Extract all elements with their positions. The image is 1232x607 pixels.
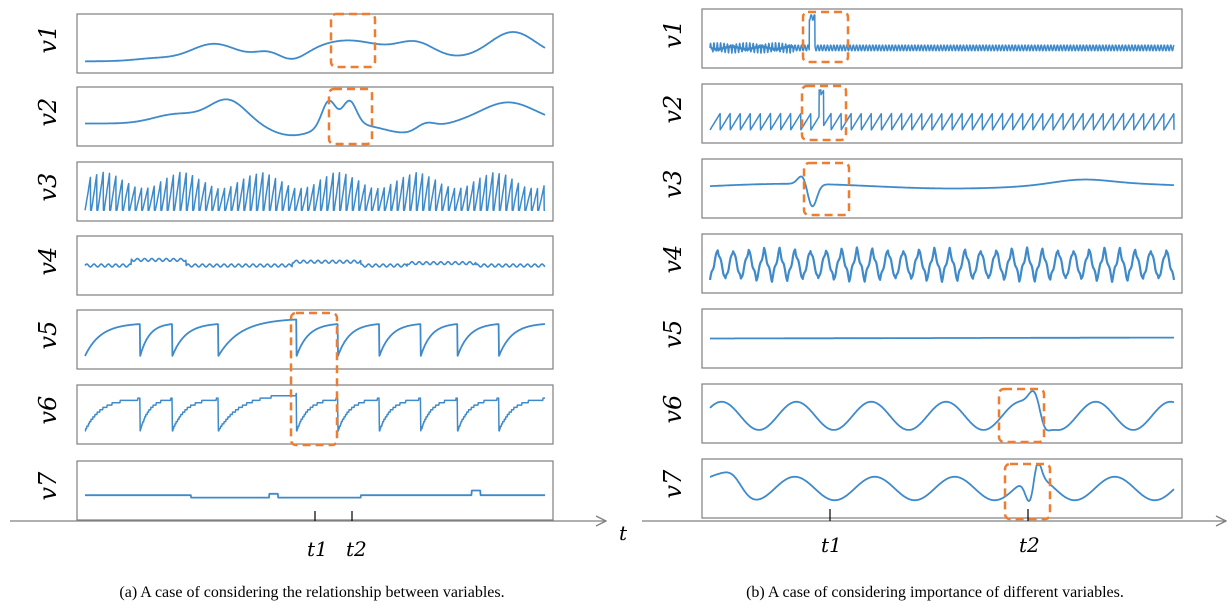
variable-label-v6: v6 [659, 395, 687, 424]
series-line-v6 [709, 390, 1175, 432]
panel-b-row-v7: v7 [659, 458, 1183, 521]
variable-label-v4: v4 [34, 247, 62, 276]
panel-b-variables: v1 v2 v3 v4 v5 v6 v7 [659, 8, 1183, 521]
series-line-v7 [84, 489, 546, 499]
panel-b-row-v4: v4 [659, 233, 1183, 294]
variable-label-v4: v4 [659, 245, 687, 274]
variable-label-v3: v3 [34, 173, 62, 202]
panel-b-row-v5: v5 [659, 308, 1183, 369]
anomaly-highlight [329, 12, 377, 69]
panel-b: v1 v2 v3 v4 v5 v6 v7 t1 t2 (b) A case of consi… [642, 8, 1226, 601]
anomaly-highlight [1003, 462, 1052, 521]
panel-b-row-v1: v1 [659, 8, 1183, 69]
panel-a-t2-label: t2 [346, 537, 367, 561]
time-axis-label: t [619, 521, 628, 545]
panel-a: v1 v2 v3 v4 v5 v6 v7 t1 t2 (a) A case of consi… [10, 12, 606, 601]
series-frame [76, 235, 554, 296]
anomaly-highlight [802, 161, 851, 217]
panel-a-row-v3: v3 [34, 161, 554, 222]
series-frame [701, 383, 1183, 444]
series-line-v2 [709, 89, 1175, 131]
panel-a-row-v1: v1 [34, 12, 554, 74]
panel-b-t2-label: t2 [1019, 533, 1040, 557]
panel-a-row-v6: v6 [34, 311, 554, 447]
variable-label-v1: v1 [34, 25, 62, 54]
anomaly-highlight [801, 10, 850, 64]
panel-a-row-v4: v4 [34, 235, 554, 296]
panel-a-variables: v1 v2 v3 v4 v5 v6 v7 [34, 12, 554, 521]
anomaly-highlight [800, 84, 848, 142]
series-frame [76, 384, 554, 445]
panel-b-row-v2: v2 [659, 83, 1183, 144]
variable-label-v6: v6 [34, 396, 62, 425]
variable-label-v2: v2 [659, 95, 687, 124]
series-frame [76, 13, 554, 74]
series-frame [701, 458, 1183, 519]
series-line-v7 [709, 464, 1175, 502]
series-line-v4 [708, 246, 1176, 283]
series-frame [701, 8, 1183, 69]
anomaly-highlight [327, 87, 374, 146]
variable-label-v2: v2 [34, 98, 62, 127]
variable-label-v7: v7 [34, 471, 62, 501]
panel-b-row-v6: v6 [659, 383, 1183, 444]
variable-label-v5: v5 [34, 321, 62, 350]
panel-a-row-v7: v7 [34, 460, 554, 521]
series-line-v6 [84, 392, 546, 432]
panel-a-t1-label: t1 [307, 537, 328, 561]
panel-b-row-v3: v3 [659, 158, 1183, 219]
variable-label-v3: v3 [659, 170, 687, 199]
anomaly-highlight [997, 387, 1046, 444]
series-line-v5 [709, 336, 1175, 340]
panel-a-row-v2: v2 [34, 86, 554, 147]
series-line-v4 [84, 257, 546, 268]
series-line-v1 [709, 14, 1175, 54]
series-frame [76, 86, 554, 147]
variable-label-v7: v7 [659, 469, 687, 499]
panel-b-caption: (b) A case of considering importance of … [746, 584, 1124, 601]
variable-label-v5: v5 [659, 320, 687, 349]
panel-b-t1-label: t1 [821, 533, 842, 557]
panel-a-row-v5: v5 [34, 309, 554, 370]
panel-a-caption: (a) A case of considering the relationsh… [119, 584, 504, 601]
series-line-v2 [84, 98, 546, 137]
anomaly-highlight [289, 311, 339, 447]
series-line-v3 [84, 171, 546, 212]
series-frame [701, 233, 1183, 294]
series-frame [76, 309, 554, 370]
variable-label-v1: v1 [659, 20, 687, 49]
series-line-v3 [709, 175, 1175, 208]
series-line-v5 [84, 318, 546, 357]
series-line-v1 [84, 31, 546, 63]
